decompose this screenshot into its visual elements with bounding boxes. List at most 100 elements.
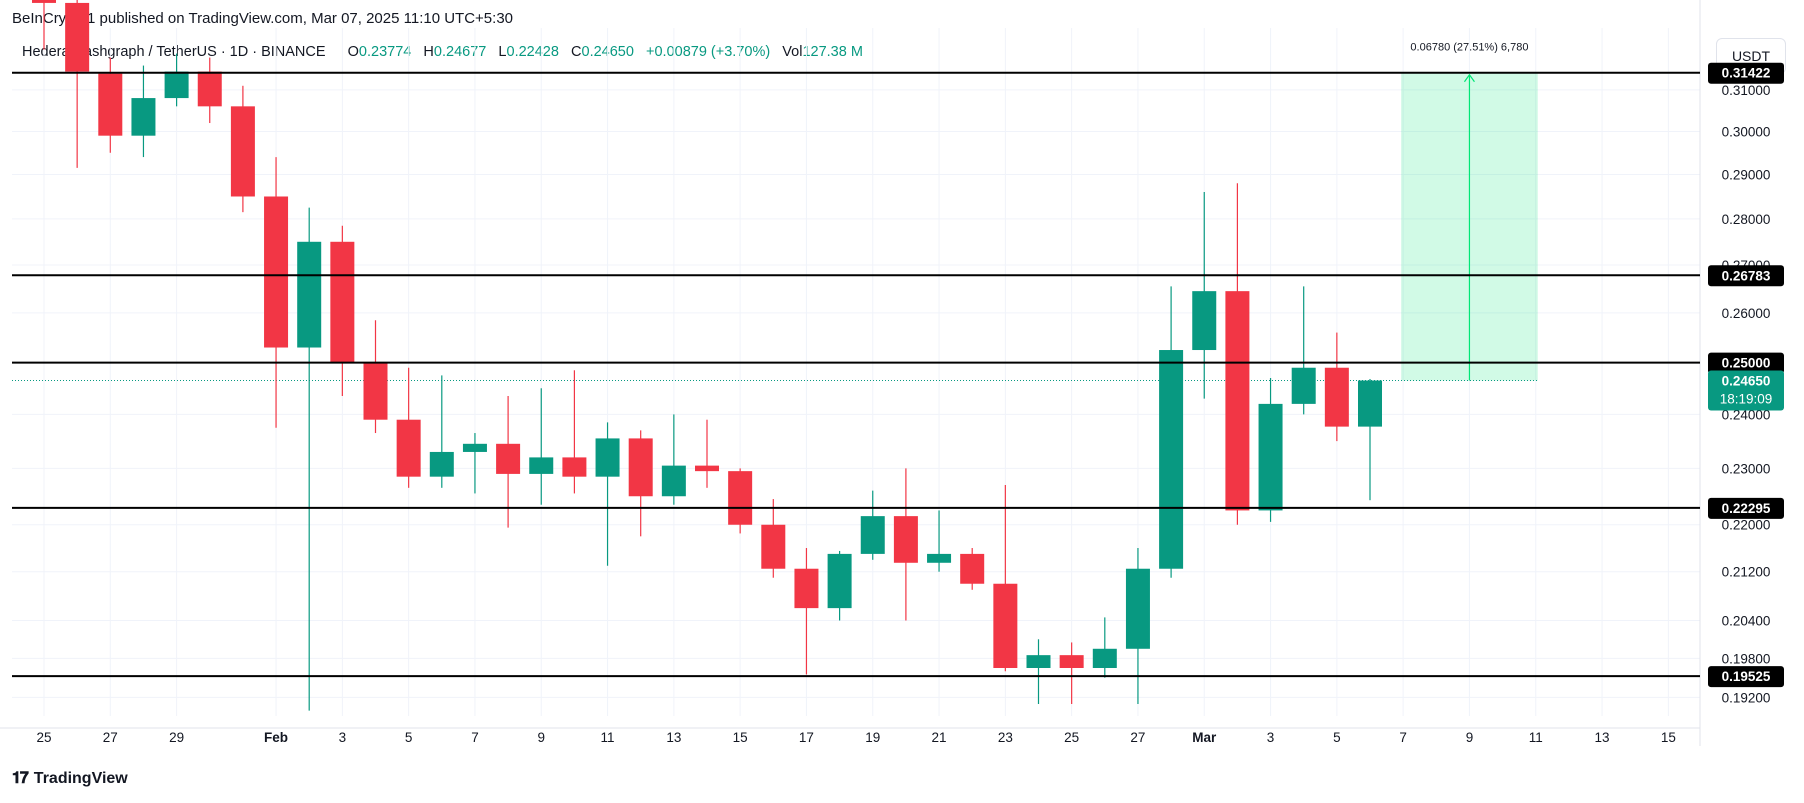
- candle-body[interactable]: [429, 451, 454, 477]
- y-tick-label: 0.22000: [1722, 518, 1771, 533]
- candle-body[interactable]: [1258, 403, 1283, 511]
- candle-body[interactable]: [1192, 291, 1217, 351]
- candle-body[interactable]: [98, 73, 123, 136]
- level-price-label: 0.19525: [1722, 669, 1771, 684]
- last-price-tag: [1708, 370, 1784, 411]
- candle-body[interactable]: [794, 568, 819, 609]
- candle-body[interactable]: [595, 438, 620, 477]
- tradingview-brand: TradingView: [33, 770, 128, 787]
- volume-label: Vol: [782, 44, 803, 60]
- candle-body[interactable]: [330, 241, 355, 363]
- x-tick-label: 9: [1466, 730, 1474, 745]
- low-label: L: [498, 44, 507, 60]
- x-tick-label: 11: [601, 730, 615, 745]
- tradingview-logo-icon: 𝟏𝟕: [12, 770, 29, 787]
- level-price-label: 0.31422: [1722, 66, 1771, 81]
- low-value: 0.22428: [506, 44, 559, 60]
- candle-body[interactable]: [297, 241, 322, 348]
- x-tick-label: 3: [1267, 730, 1275, 745]
- x-tick-label: 7: [471, 730, 479, 745]
- candle-body[interactable]: [1225, 291, 1250, 511]
- candle-body[interactable]: [761, 524, 786, 569]
- countdown-label: 18:19:09: [1720, 392, 1773, 407]
- x-tick-label: 27: [103, 730, 118, 745]
- y-tick-label: 0.23000: [1722, 461, 1771, 476]
- level-price-tag: [1708, 265, 1784, 287]
- candle-body[interactable]: [529, 457, 554, 474]
- level-price-label: 0.26783: [1722, 268, 1771, 283]
- close-label: C: [571, 44, 582, 60]
- high-label: H: [423, 44, 434, 60]
- candle-body[interactable]: [230, 106, 255, 197]
- candle-body[interactable]: [562, 457, 587, 477]
- x-tick-label: 17: [799, 730, 814, 745]
- level-price-label: 0.22295: [1722, 501, 1771, 516]
- symbol-title[interactable]: Hedera Hashgraph / TetherUS · 1D · BINAN…: [22, 44, 326, 60]
- y-tick-label: 0.24000: [1722, 407, 1771, 422]
- x-tick-label: 3: [339, 730, 347, 745]
- candle-body[interactable]: [65, 2, 90, 72]
- candle-body[interactable]: [893, 516, 918, 563]
- candle-body[interactable]: [628, 438, 653, 497]
- price-chart[interactable]: 0.06780 (27.51%) 6,780 0.31000 0.30000 0.29…: [0, 0, 1804, 760]
- candle-body[interactable]: [1092, 648, 1117, 668]
- candle-body[interactable]: [960, 553, 985, 584]
- x-tick-label: 15: [1661, 730, 1676, 745]
- candle-body[interactable]: [32, 0, 56, 3]
- candle-body[interactable]: [1358, 380, 1382, 427]
- last-price-label: 0.24650: [1722, 374, 1771, 389]
- candle-body[interactable]: [661, 465, 686, 497]
- candle-body[interactable]: [1159, 350, 1184, 569]
- candle-body[interactable]: [860, 516, 885, 554]
- candle-body[interactable]: [1324, 367, 1349, 427]
- candle-body[interactable]: [993, 583, 1018, 668]
- candle-body[interactable]: [462, 443, 487, 452]
- y-tick-label: 0.21200: [1722, 565, 1771, 580]
- candle-body[interactable]: [827, 553, 852, 609]
- x-tick-label: 11: [1529, 730, 1543, 745]
- candle-body[interactable]: [1059, 655, 1084, 668]
- x-tick-label: 29: [169, 730, 184, 745]
- y-tick-label: 0.19800: [1722, 651, 1771, 666]
- candle-body[interactable]: [363, 362, 388, 420]
- candle-body[interactable]: [131, 98, 156, 136]
- x-tick-label: 15: [733, 730, 748, 745]
- x-tick-label: 13: [1595, 730, 1610, 745]
- level-price-tag: [1708, 62, 1784, 84]
- candle-body[interactable]: [164, 71, 189, 99]
- symbol-legend: Hedera Hashgraph / TetherUS · 1D · BINAN…: [22, 44, 863, 60]
- y-tick-label: 0.20400: [1722, 613, 1771, 628]
- open-value: 0.23774: [358, 44, 412, 60]
- x-tick-label: 25: [1064, 730, 1079, 745]
- level-price-label: 0.25000: [1722, 356, 1771, 371]
- y-tick-label: 0.19200: [1722, 690, 1771, 705]
- y-tick-label: 0.29000: [1722, 167, 1771, 182]
- x-tick-label: Mar: [1192, 730, 1217, 745]
- publisher-line: BeInCrypto1 published on TradingView.com…: [12, 10, 513, 27]
- high-value: 0.24677: [433, 44, 487, 60]
- y-tick-label: 0.31000: [1722, 83, 1771, 98]
- volume-value: 127.38 M: [802, 44, 863, 60]
- x-tick-label: 5: [405, 730, 413, 745]
- x-tick-label: 23: [998, 730, 1013, 745]
- y-tick-label: 0.30000: [1722, 124, 1771, 139]
- candle-body[interactable]: [264, 196, 289, 348]
- candle-body[interactable]: [1125, 568, 1150, 649]
- candle-body[interactable]: [728, 471, 753, 525]
- candle-body[interactable]: [197, 71, 222, 107]
- target-arrow-head: [1463, 73, 1475, 83]
- x-tick-label: 25: [36, 730, 51, 745]
- x-tick-label: 21: [932, 730, 947, 745]
- candle-body[interactable]: [1026, 655, 1051, 668]
- candle-body[interactable]: [927, 553, 952, 563]
- y-tick-label: 0.28000: [1722, 212, 1771, 227]
- tradingview-logo[interactable]: 𝟏𝟕 TradingView: [12, 770, 128, 788]
- x-tick-label: 5: [1333, 730, 1341, 745]
- candle-body[interactable]: [695, 465, 719, 472]
- x-tick-label: Feb: [264, 730, 288, 745]
- candle-body[interactable]: [496, 443, 521, 474]
- candle-body[interactable]: [396, 419, 421, 477]
- candle-body[interactable]: [1291, 367, 1316, 404]
- x-tick-label: 9: [537, 730, 545, 745]
- target-measure-label: 0.06780 (27.51%) 6,780: [1410, 42, 1528, 54]
